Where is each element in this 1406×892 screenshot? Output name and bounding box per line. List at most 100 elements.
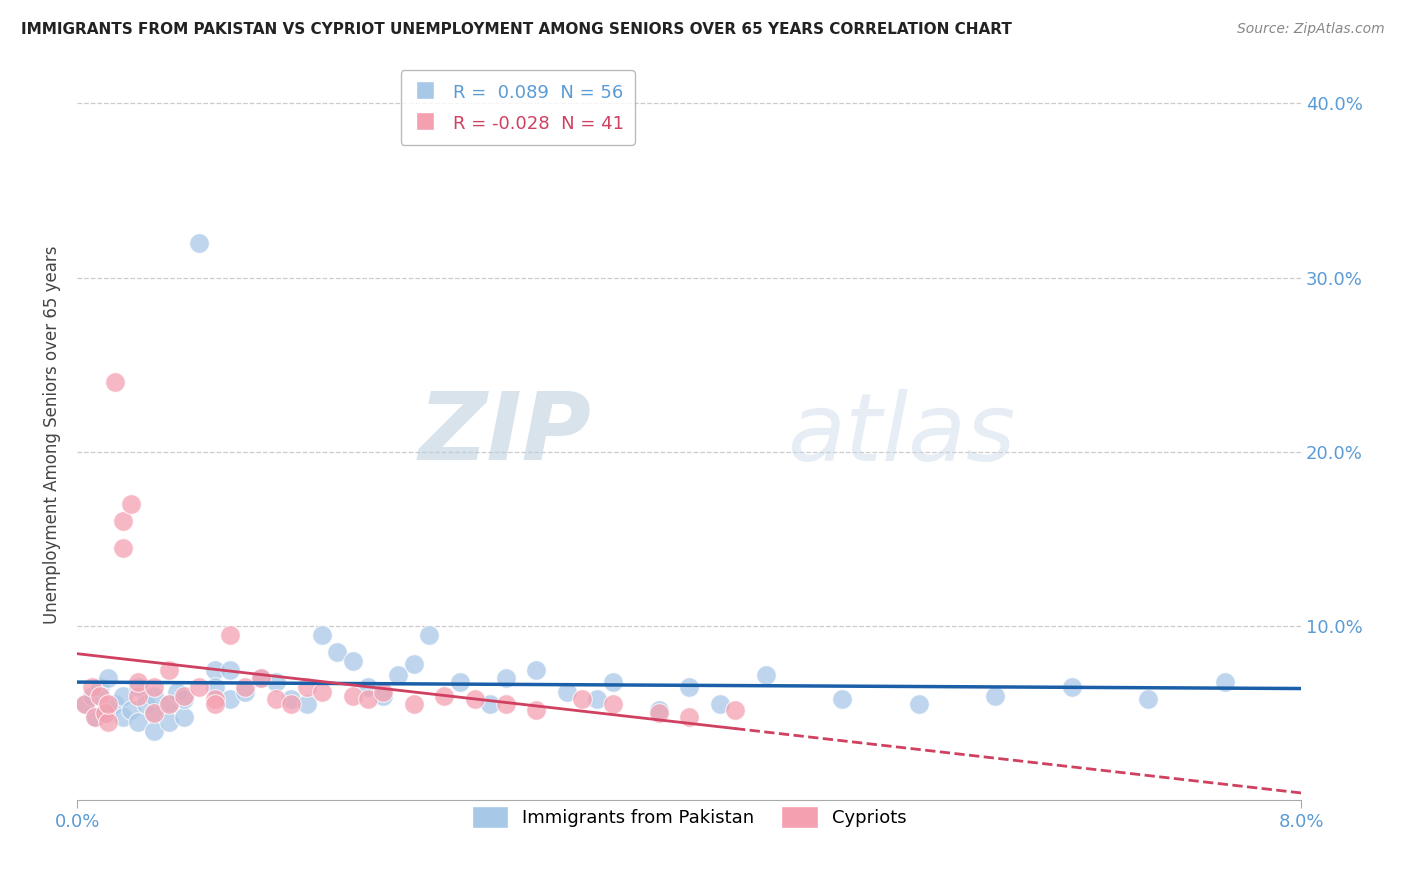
Point: [249, 671, 271, 685]
Point: [142, 689, 165, 703]
Point: [311, 685, 333, 699]
Point: [127, 680, 149, 694]
Point: [295, 680, 318, 694]
Point: [1060, 680, 1083, 694]
Point: [342, 654, 364, 668]
Text: ZIP: ZIP: [419, 388, 591, 481]
Point: [173, 689, 195, 703]
Point: [342, 689, 364, 703]
Point: [524, 663, 547, 677]
Point: [157, 698, 180, 712]
Point: [97, 706, 120, 720]
Point: [204, 698, 226, 712]
Point: [280, 698, 302, 712]
Text: IMMIGRANTS FROM PAKISTAN VS CYPRIOT UNEMPLOYMENT AMONG SENIORS OVER 65 YEARS COR: IMMIGRANTS FROM PAKISTAN VS CYPRIOT UNEM…: [21, 22, 1012, 37]
Point: [104, 698, 127, 712]
Point: [678, 680, 700, 694]
Point: [433, 689, 456, 703]
Point: [166, 685, 188, 699]
Point: [479, 698, 502, 712]
Point: [264, 674, 287, 689]
Point: [73, 698, 96, 712]
Point: [709, 698, 731, 712]
Point: [755, 667, 778, 681]
Point: [82, 680, 104, 694]
Point: [219, 628, 242, 642]
Point: [1213, 674, 1236, 689]
Point: [555, 685, 578, 699]
Point: [93, 706, 115, 720]
Point: [647, 706, 669, 720]
Point: [188, 235, 211, 250]
Point: [495, 671, 517, 685]
Point: [127, 689, 149, 703]
Point: [111, 515, 134, 529]
Point: [495, 698, 517, 712]
Point: [120, 497, 142, 511]
Point: [111, 541, 134, 555]
Point: [142, 706, 165, 720]
Point: [104, 375, 127, 389]
Legend: Immigrants from Pakistan, Cypriots: Immigrants from Pakistan, Cypriots: [464, 798, 914, 835]
Point: [97, 671, 120, 685]
Point: [157, 714, 180, 729]
Point: [280, 692, 302, 706]
Point: [97, 714, 120, 729]
Point: [204, 680, 226, 694]
Point: [111, 709, 134, 723]
Point: [249, 671, 271, 685]
Point: [524, 703, 547, 717]
Point: [120, 703, 142, 717]
Point: [264, 692, 287, 706]
Point: [173, 709, 195, 723]
Point: [984, 689, 1007, 703]
Text: Source: ZipAtlas.com: Source: ZipAtlas.com: [1237, 22, 1385, 37]
Point: [97, 698, 120, 712]
Point: [89, 680, 111, 694]
Point: [135, 698, 157, 712]
Point: [142, 680, 165, 694]
Point: [602, 698, 624, 712]
Point: [724, 703, 747, 717]
Point: [111, 689, 134, 703]
Y-axis label: Unemployment Among Seniors over 65 years: Unemployment Among Seniors over 65 years: [44, 245, 60, 624]
Point: [235, 680, 257, 694]
Point: [311, 628, 333, 642]
Point: [571, 692, 593, 706]
Point: [219, 663, 242, 677]
Point: [326, 645, 349, 659]
Point: [73, 698, 96, 712]
Text: atlas: atlas: [787, 389, 1015, 480]
Point: [647, 703, 669, 717]
Point: [387, 667, 409, 681]
Point: [602, 674, 624, 689]
Point: [402, 698, 425, 712]
Point: [295, 698, 318, 712]
Point: [357, 692, 380, 706]
Point: [907, 698, 929, 712]
Point: [831, 692, 853, 706]
Point: [235, 685, 257, 699]
Point: [357, 680, 380, 694]
Point: [127, 674, 149, 689]
Point: [402, 657, 425, 672]
Point: [173, 692, 195, 706]
Point: [157, 663, 180, 677]
Point: [157, 698, 180, 712]
Point: [449, 674, 471, 689]
Point: [188, 680, 211, 694]
Point: [371, 689, 394, 703]
Point: [84, 709, 107, 723]
Point: [82, 689, 104, 703]
Point: [418, 628, 440, 642]
Point: [204, 663, 226, 677]
Point: [1137, 692, 1160, 706]
Point: [142, 723, 165, 738]
Point: [371, 685, 394, 699]
Point: [219, 692, 242, 706]
Point: [204, 692, 226, 706]
Point: [142, 706, 165, 720]
Point: [464, 692, 486, 706]
Point: [586, 692, 609, 706]
Point: [127, 714, 149, 729]
